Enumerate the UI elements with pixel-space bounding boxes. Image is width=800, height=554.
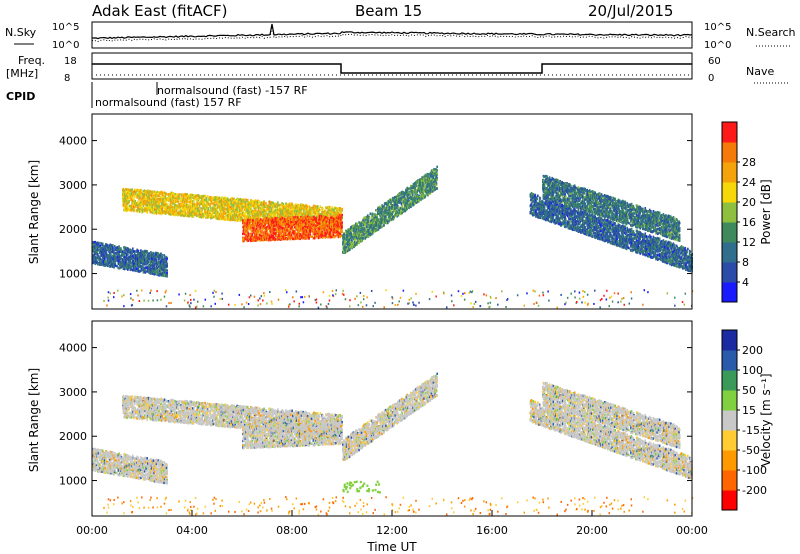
power-cell	[167, 203, 169, 205]
power-cell	[245, 201, 247, 203]
power-cell	[317, 205, 319, 207]
power-cell	[126, 205, 128, 207]
power-cell	[285, 202, 287, 204]
power-cell	[266, 222, 268, 224]
power-cell	[291, 203, 293, 205]
plot-canvas: Adak East (fitACF) Beam 15 20/Jul/2015 N…	[0, 0, 800, 554]
power-cell	[198, 206, 200, 208]
power-cell	[263, 201, 265, 203]
power-cell	[331, 236, 333, 238]
nsearch-tick-top: 10^5	[704, 22, 731, 33]
power-cell	[307, 215, 309, 217]
power-cell	[344, 237, 346, 239]
nsky-trace	[92, 24, 692, 39]
superdarn-range-time-plot: Adak East (fitACF) Beam 15 20/Jul/2015 N…	[0, 0, 800, 554]
nsearch-label: N.Search	[746, 26, 796, 39]
freq-tick-top: 18	[64, 56, 77, 67]
power-cell	[208, 207, 210, 209]
cpid-entry-2: normalsound (fast) 157 RF	[95, 96, 242, 109]
power-cell	[319, 209, 321, 211]
power-cell	[283, 225, 285, 227]
cpid-label: CPID	[6, 90, 35, 103]
power-cell	[343, 240, 345, 242]
power-cell	[305, 225, 307, 227]
power-cell	[225, 217, 227, 219]
power-cell	[139, 210, 141, 212]
power-cell	[255, 209, 257, 211]
power-cell	[290, 207, 292, 209]
power-cell	[311, 211, 313, 213]
power-cell	[258, 205, 260, 207]
power-cell	[248, 232, 250, 234]
nsky-label: N.Sky	[5, 26, 37, 39]
power-cell	[283, 203, 285, 205]
power-cell	[333, 215, 335, 217]
nsearch-tick-bottom: 10^0	[704, 40, 731, 51]
freq-unit: [MHz]	[6, 67, 38, 80]
power-cell	[293, 205, 295, 207]
power-cell	[179, 193, 181, 195]
power-cell	[233, 206, 235, 208]
nave-tick-bottom: 0	[708, 73, 714, 84]
freq-label: Freq.	[18, 54, 45, 67]
power-cell	[170, 195, 172, 197]
power-cell	[123, 188, 125, 190]
power-cell	[328, 217, 330, 219]
power-cell	[293, 216, 295, 218]
power-cell	[176, 207, 178, 209]
power-cell	[146, 211, 148, 213]
nave-label: Nave	[746, 65, 774, 78]
power-cell	[278, 204, 280, 206]
nsky-tick-top: 10^5	[52, 22, 79, 33]
power-cell	[322, 207, 324, 209]
power-cell	[341, 226, 343, 228]
power-cell	[243, 199, 245, 201]
power-cell	[340, 207, 342, 209]
power-cell	[295, 219, 297, 221]
power-cell	[261, 231, 263, 233]
power-cell	[215, 204, 217, 206]
power-cell	[206, 205, 208, 207]
date-title: 20/Jul/2015	[588, 2, 673, 20]
freq-trace	[92, 64, 692, 73]
power-cell	[298, 205, 300, 207]
power-cell	[272, 208, 274, 210]
power-cell	[341, 214, 343, 216]
power-cell	[247, 199, 249, 201]
power-cell	[128, 197, 130, 199]
power-cell	[277, 201, 279, 203]
power-cell	[166, 193, 168, 195]
power-cell	[322, 222, 324, 224]
beam-title: Beam 15	[355, 2, 422, 20]
nsearch-trace	[92, 27, 692, 42]
power-cell	[242, 220, 244, 222]
power-cell	[327, 214, 329, 216]
power-cell	[193, 194, 195, 196]
power-cell	[131, 188, 133, 190]
power-cell	[208, 200, 210, 202]
nave-tick-top: 60	[708, 56, 721, 67]
freq-tick-bottom: 8	[64, 73, 70, 84]
station-title: Adak East (fitACF)	[92, 2, 227, 20]
power-cell	[341, 231, 343, 233]
power-cell	[134, 208, 136, 210]
power-cell	[319, 237, 321, 239]
power-cell	[340, 218, 342, 220]
power-cell	[257, 223, 259, 225]
power-cell	[165, 195, 167, 197]
power-cell	[201, 211, 203, 213]
power-cell	[275, 237, 277, 239]
power-cell	[341, 221, 343, 223]
power-cell	[247, 230, 249, 232]
nsky-tick-bottom: 10^0	[52, 40, 79, 51]
power-cell	[165, 201, 167, 203]
power-cell	[341, 209, 343, 211]
power-cell	[257, 200, 259, 202]
power-cell	[160, 196, 162, 198]
power-cell	[128, 200, 130, 202]
power-cell	[320, 205, 322, 207]
